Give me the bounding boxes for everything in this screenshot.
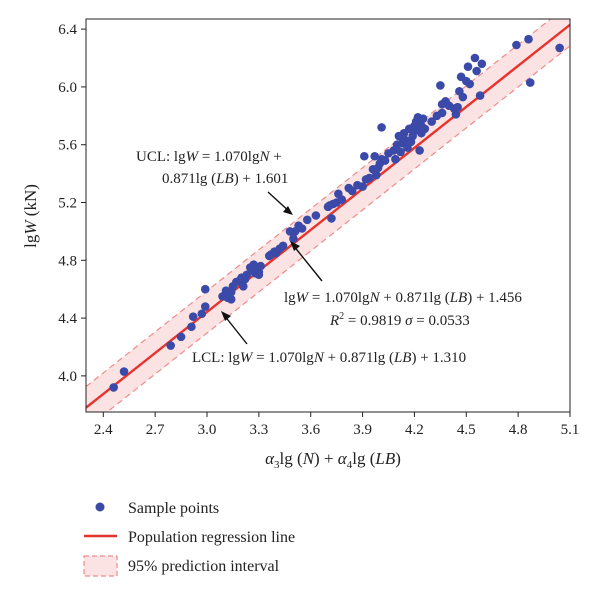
sample-point (360, 151, 369, 161)
y-axis-label: lgW (kN) (21, 184, 40, 248)
sample-point (254, 270, 264, 280)
x-tick-label: 3.6 (301, 422, 320, 438)
sample-point (188, 312, 198, 321)
x-tick-label: 3.0 (198, 422, 217, 438)
sample-point (278, 241, 288, 251)
sample-point (458, 92, 468, 102)
x-tick-label: 4.8 (509, 422, 528, 438)
sample-point (311, 211, 321, 220)
sample-point (166, 341, 175, 350)
sample-point (463, 62, 473, 71)
sample-point (358, 182, 367, 191)
sample-point (239, 281, 248, 291)
sample-point (437, 108, 447, 118)
sample-point (289, 234, 298, 243)
ucl-arrowhead (283, 206, 293, 215)
legend-label-line: Population regression line (128, 529, 295, 546)
sample-point (427, 117, 437, 126)
sample-point (380, 156, 390, 165)
sample-point (391, 154, 400, 164)
sample-point (372, 170, 381, 180)
sample-point (176, 332, 186, 342)
sample-point (297, 224, 307, 233)
sample-point (377, 123, 386, 132)
sample-point (226, 295, 236, 304)
y-axis-ticks: 4.0 4.4 4.8 5.2 5.6 6.0 6.4 (58, 22, 86, 385)
ucl-line-1: UCL: lgW = 1.070lgN + (136, 149, 282, 165)
y-tick-label: 5.2 (58, 195, 77, 211)
sample-point (436, 81, 445, 90)
sample-point (200, 302, 210, 311)
prediction-interval-lower-edge (106, 45, 570, 412)
y-tick-label: 4.8 (58, 253, 77, 269)
sample-point (396, 147, 405, 157)
sample-point (525, 78, 535, 87)
sample-point (453, 102, 462, 112)
sample-point (337, 195, 347, 204)
sample-point (256, 261, 265, 271)
legend-marker-points (95, 502, 105, 512)
sample-point (365, 173, 374, 183)
lcl-line: LCL: lgW = 1.070lgN + 0.871lg (LB) + 1.3… (192, 350, 466, 366)
regression-stats: R2 = 0.9819 σ = 0.0533 (329, 311, 470, 329)
sample-point (200, 284, 210, 294)
x-axis-ticks: 2.4 2.7 3.0 3.3 3.6 3.9 4.2 4.5 4.8 5.1 (94, 412, 579, 438)
y-tick-label: 6.0 (58, 80, 77, 96)
x-tick-label: 4.5 (457, 422, 476, 438)
sample-point (370, 151, 379, 161)
x-tick-label: 2.4 (94, 422, 113, 438)
sample-point (302, 215, 312, 225)
sample-point (347, 186, 357, 196)
sample-point (465, 79, 475, 89)
lcl-arrowhead (221, 311, 231, 321)
x-axis-label: α3lg (N) + α4lg (LB) (265, 449, 401, 471)
sample-point (187, 322, 196, 332)
legend-marker-band (83, 555, 118, 577)
x-tick-label: 2.7 (146, 422, 165, 438)
legend-label-band: 95% prediction interval (128, 558, 280, 575)
regression-arrowhead (290, 241, 300, 251)
x-tick-label: 3.9 (353, 422, 372, 438)
regression-line-1: lgW = 1.070lgN + 0.871lg (LB) + 1.456 (284, 290, 522, 306)
x-tick-label: 4.2 (405, 422, 424, 438)
ucl-line-2: 0.871lg (LB) + 1.601 (162, 171, 288, 187)
y-tick-label: 4.4 (58, 311, 77, 327)
sample-point (555, 43, 564, 53)
sample-point (472, 66, 481, 76)
lcl-arrow (223, 314, 248, 345)
y-tick-label: 6.4 (58, 22, 77, 38)
y-tick-label: 5.6 (58, 138, 77, 154)
prediction-interval-upper-edge (86, 19, 552, 388)
y-tick-label: 4.0 (58, 369, 77, 385)
regression-arrow (292, 244, 323, 282)
legend-label-points: Sample points (128, 500, 219, 517)
x-tick-label: 5.1 (561, 422, 580, 438)
regression-annotation: lgW = 1.070lgN + 0.871lg (LB) + 1.456 R2… (284, 241, 522, 329)
lcl-annotation: LCL: lgW = 1.070lgN + 0.871lg (LB) + 1.3… (192, 311, 466, 366)
sample-point (475, 91, 485, 100)
sample-point (327, 214, 336, 223)
sample-point (524, 34, 533, 44)
plot-frame (85, 18, 571, 413)
ucl-annotation: UCL: lgW = 1.070lgN + 0.871lg (LB) + 1.6… (136, 149, 293, 215)
sample-points-layer (109, 34, 564, 392)
sample-point (512, 40, 521, 50)
sample-point (420, 124, 430, 134)
sample-point (470, 53, 480, 63)
sample-point (109, 383, 118, 392)
sample-point (451, 110, 461, 119)
sample-point (477, 59, 487, 69)
sample-point (415, 146, 424, 155)
sample-point (119, 367, 129, 376)
x-tick-label: 3.3 (249, 422, 268, 438)
legend: Sample points Population regression line… (83, 500, 295, 577)
sample-point (418, 114, 428, 123)
sample-point (197, 309, 207, 319)
